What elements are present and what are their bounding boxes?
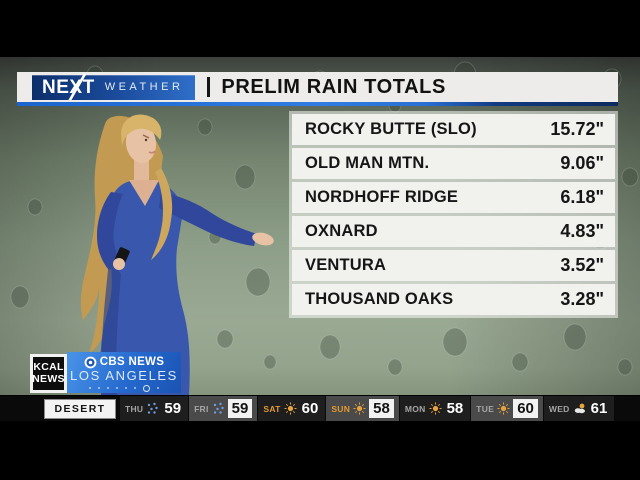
table-row: NORDHOFF RIDGE 6.18"	[292, 182, 615, 213]
day-temp: 61	[590, 400, 608, 417]
rain-amount: 15.72"	[550, 119, 604, 139]
forecast-day: TUE 60	[471, 396, 544, 421]
sun-icon	[429, 402, 442, 415]
kcal-news-logo: KCAL NEWS	[30, 354, 67, 393]
day-temp: 60	[301, 400, 319, 417]
table-row: VENTURA 3.52"	[292, 250, 615, 281]
kcal-logo-text: KCAL	[33, 360, 64, 373]
location-label: ROCKY BUTTE (SLO)	[305, 120, 477, 138]
location-label: THOUSAND OAKS	[305, 290, 454, 308]
day-label: FRI	[194, 403, 209, 414]
sun-icon	[284, 402, 297, 415]
forecast-day: WED 61	[543, 396, 616, 421]
forecast-day: MON 58	[399, 396, 472, 421]
rain-totals-panel: ROCKY BUTTE (SLO) 15.72" OLD MAN MTN. 9.…	[289, 111, 618, 318]
region-chip: DESERT	[44, 398, 116, 419]
rain-amount: 3.28"	[560, 289, 604, 309]
forecast-day: SUN 58	[326, 396, 400, 421]
day-label: WED	[548, 403, 570, 414]
cbs-news-la-logo: CBS NEWS LOS ANGELES	[67, 352, 181, 393]
rain-amount: 4.83"	[560, 221, 604, 241]
forecast-day: FRI 59	[189, 396, 259, 421]
location-label: OXNARD	[305, 222, 378, 240]
table-row: OLD MAN MTN. 9.06"	[292, 148, 615, 179]
forecast-day: SAT 60	[258, 396, 327, 421]
partly-cloudy-icon	[574, 403, 585, 414]
rain-amount: 6.18"	[560, 187, 604, 207]
weather-logo-text: WEATHER	[104, 80, 184, 93]
cbs-eye-icon	[84, 356, 97, 369]
rain-amount: 3.52"	[560, 255, 604, 275]
header-underline	[17, 102, 618, 106]
day-label: SAT	[263, 403, 281, 414]
day-label: THU	[125, 403, 144, 414]
cbs-news-text: CBS NEWS	[99, 355, 165, 368]
sun-icon	[353, 402, 366, 415]
market-text: LOS ANGELES	[70, 368, 178, 384]
segment-title: PRELIM RAIN TOTALS	[221, 75, 446, 98]
next-logo: NEXT	[42, 76, 95, 98]
day-temp: 58	[369, 399, 394, 418]
day-temp: 59	[164, 400, 182, 417]
rain-amount: 9.06"	[560, 153, 604, 173]
day-label: TUE	[476, 403, 495, 414]
rain-icon	[213, 402, 224, 414]
header-banner: NEXT WEATHER PRELIM RAIN TOTALS	[17, 72, 618, 102]
forecast-day: THU 59	[120, 396, 190, 421]
next-weather-badge: NEXT WEATHER	[32, 74, 196, 100]
location-label: OLD MAN MTN.	[305, 154, 430, 172]
day-label: MON	[404, 403, 426, 414]
ring-dot	[143, 384, 150, 392]
presenter	[80, 114, 274, 395]
lightning-bolt-icon: X	[69, 76, 83, 98]
kcal-logo-text: NEWS	[32, 372, 65, 385]
day-temp: 58	[446, 400, 464, 417]
table-row: ROCKY BUTTE (SLO) 15.72"	[292, 114, 615, 145]
table-row: THOUSAND OAKS 3.28"	[292, 284, 615, 315]
header-divider	[207, 77, 211, 97]
sun-icon	[497, 402, 510, 415]
forecast-days: THU 59 FRI 59 SAT	[120, 396, 616, 421]
location-label: VENTURA	[305, 256, 387, 274]
table-row: OXNARD 4.83"	[292, 216, 615, 247]
rain-icon	[148, 402, 159, 414]
day-temp: 59	[227, 399, 253, 418]
day-temp: 60	[513, 399, 538, 418]
logo-dots	[89, 384, 159, 392]
location-label: NORDHOFF RIDGE	[305, 188, 459, 206]
day-label: SUN	[331, 403, 351, 414]
forecast-ticker: DESERT THU 59 FRI 59	[0, 396, 640, 421]
